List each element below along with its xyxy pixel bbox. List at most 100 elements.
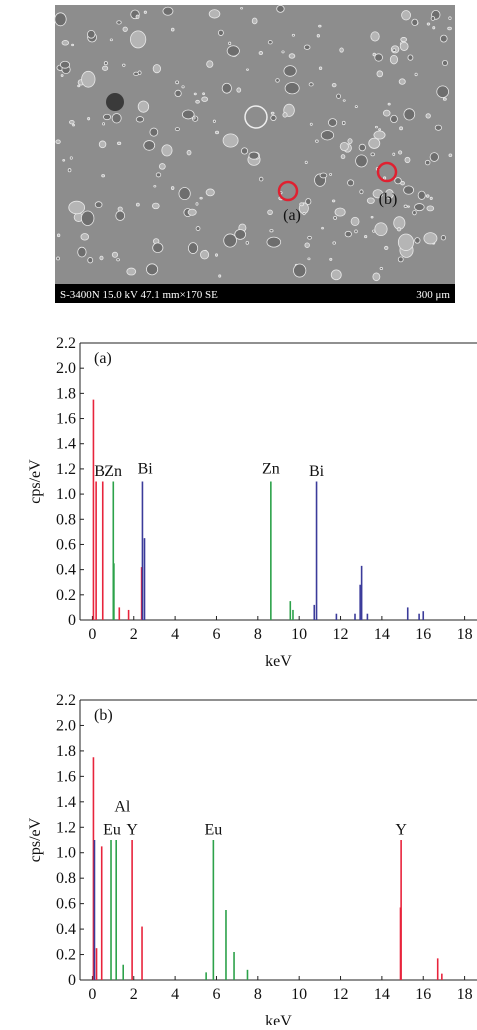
particle [152,242,164,254]
particle [80,210,95,226]
particle [126,267,137,276]
particle [201,96,209,102]
particle [407,54,414,61]
particle [61,40,70,46]
particle [251,17,258,25]
peak-label: Al [114,799,131,816]
particle [368,137,381,149]
particle [181,85,185,89]
y-tick-label: 0.8 [56,870,76,887]
particle [153,185,157,188]
particle [98,140,107,149]
particle [372,272,381,282]
particle [382,109,391,117]
particle [339,141,349,152]
y-tick-label: 0.4 [56,562,76,579]
x-axis-label: keV [265,653,292,670]
x-tick-label: 12 [333,626,349,643]
x-tick-label: 18 [457,626,473,643]
particle [59,60,71,69]
spot-b-label: (b) [379,191,398,208]
particle [116,258,120,262]
particle [302,211,306,216]
particle [319,172,328,179]
particle [392,48,397,52]
particle [99,255,104,261]
y-tick-label: 2.2 [56,335,76,352]
particle [333,215,338,220]
particle [399,126,403,131]
peak-label: B [94,463,105,480]
particle [358,143,366,152]
particle [364,234,368,239]
peak-label: Zn [262,460,280,477]
particle [430,16,436,21]
particle [109,38,113,42]
particle [245,240,249,245]
y-tick-label: 0.4 [56,921,76,938]
particle [412,210,417,216]
particle [341,120,346,126]
particle [170,186,175,190]
particle [106,93,124,111]
particle [425,113,431,119]
y-axis-label: cps/eV [27,817,44,862]
peak-label: Bi [309,463,325,480]
particle [293,263,307,278]
spectrum-chart: 0 0.2 0.4 0.6 0.8 1.0 1.2 1.4 1.6 1.8 2.0 2.2 0 2 4 6 8 1… [27,692,477,1030]
peak-label: Zn [104,463,122,480]
particle [347,138,353,144]
particle [56,256,60,261]
particle [355,154,368,168]
particle [174,89,182,98]
instrument-text: S-3400N 15.0 kV 47.1 mm×170 SE [60,289,218,301]
y-tick-label: 0.6 [56,536,76,553]
particle [270,111,275,115]
particle [186,149,192,156]
particle [122,26,128,32]
y-tick-label: 2.2 [56,692,76,709]
particle [202,92,206,96]
particle [258,51,264,56]
particle [71,43,75,47]
particle [240,147,249,155]
peak-label: Y [126,821,138,838]
particle [374,222,388,237]
particle [304,160,308,164]
particle [309,122,313,126]
particle [143,10,147,14]
particle [115,210,126,221]
y-tick-label: 1.6 [56,768,76,785]
particle [68,200,86,215]
y-tick-label: 1.2 [56,461,76,478]
particle [181,109,195,120]
particle [331,82,337,88]
particle [77,84,81,88]
particle [370,31,380,42]
particle [354,105,358,108]
particle [432,26,436,30]
particle [373,130,386,140]
particle [117,141,122,146]
spot-a-circle [277,180,299,202]
x-tick-label: 4 [171,626,179,643]
particle [399,41,409,51]
particle [266,236,282,248]
particle [206,60,214,68]
particle [56,233,61,238]
particle [429,152,439,162]
particle [434,124,442,131]
particle [103,113,112,121]
particle [304,242,310,248]
particle [248,151,260,160]
panel-label: (b) [94,707,113,724]
particle [439,34,448,43]
particle [62,158,66,162]
particle [87,257,94,264]
particle [403,204,408,208]
x-tick-label: 16 [415,626,431,643]
x-tick-label: 16 [415,986,431,1003]
x-tick-label: 2 [130,626,138,643]
y-tick-label: 1.4 [56,436,76,453]
